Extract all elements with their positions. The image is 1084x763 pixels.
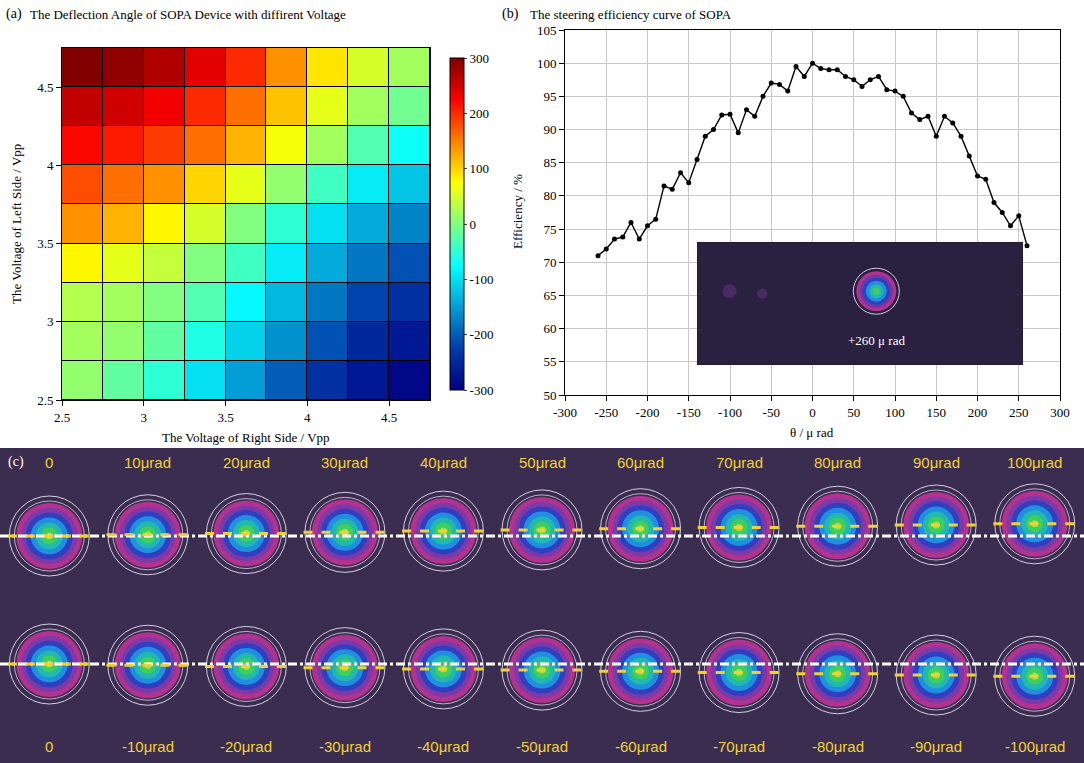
svg-text:-100: -100	[718, 405, 742, 420]
svg-text:The Voltage of Right Side / Vp: The Voltage of Right Side / Vpp	[162, 430, 330, 445]
svg-text:300: 300	[470, 51, 490, 66]
svg-text:-70μrad: -70μrad	[713, 738, 765, 755]
svg-text:100: 100	[885, 405, 905, 420]
svg-text:2.5: 2.5	[54, 410, 70, 425]
svg-text:50: 50	[847, 405, 860, 420]
svg-text:95: 95	[543, 89, 556, 104]
svg-text:-250: -250	[594, 405, 618, 420]
svg-text:100: 100	[470, 161, 490, 176]
svg-text:-60μrad: -60μrad	[615, 738, 667, 755]
svg-text:-90μrad: -90μrad	[910, 738, 962, 755]
svg-text:(b): (b)	[502, 6, 519, 22]
svg-text:50: 50	[543, 388, 556, 403]
svg-text:40μrad: 40μrad	[420, 454, 467, 471]
svg-text:-10μrad: -10μrad	[122, 738, 174, 755]
svg-text:100μrad: 100μrad	[1007, 454, 1062, 471]
svg-text:50μrad: 50μrad	[519, 454, 566, 471]
svg-text:100: 100	[537, 56, 557, 71]
svg-text:4: 4	[304, 410, 311, 425]
svg-text:75: 75	[543, 222, 556, 237]
svg-text:70: 70	[543, 255, 556, 270]
svg-text:60μrad: 60μrad	[617, 454, 664, 471]
svg-text:55: 55	[543, 354, 556, 369]
svg-text:0: 0	[470, 217, 477, 232]
svg-text:The Deflection Angle of SOPA D: The Deflection Angle of SOPA Device with…	[30, 7, 346, 22]
svg-text:200: 200	[470, 106, 490, 121]
svg-text:65: 65	[543, 288, 556, 303]
svg-text:20μrad: 20μrad	[223, 454, 270, 471]
svg-text:-100: -100	[470, 272, 494, 287]
svg-text:300: 300	[1050, 405, 1070, 420]
svg-text:70μrad: 70μrad	[716, 454, 763, 471]
svg-text:-40μrad: -40μrad	[417, 738, 469, 755]
svg-text:-100μrad: -100μrad	[1005, 738, 1065, 755]
svg-text:3.5: 3.5	[37, 236, 53, 251]
svg-text:θ / μ rad: θ / μ rad	[790, 425, 834, 440]
svg-text:80μrad: 80μrad	[814, 454, 861, 471]
svg-text:-200: -200	[470, 327, 494, 342]
svg-text:250: 250	[1009, 405, 1029, 420]
svg-text:80: 80	[543, 188, 556, 203]
svg-text:90: 90	[543, 122, 556, 137]
svg-text:-300: -300	[470, 383, 494, 398]
svg-text:-50μrad: -50μrad	[516, 738, 568, 755]
svg-text:(a): (a)	[6, 6, 22, 22]
svg-text:-50: -50	[763, 405, 780, 420]
svg-text:85: 85	[543, 155, 556, 170]
svg-text:0: 0	[45, 738, 53, 755]
svg-text:-150: -150	[677, 405, 701, 420]
svg-text:3: 3	[141, 410, 148, 425]
svg-text:3: 3	[47, 314, 54, 329]
svg-text:30μrad: 30μrad	[321, 454, 368, 471]
svg-text:Efficiency / %: Efficiency / %	[510, 174, 525, 249]
svg-text:150: 150	[927, 405, 947, 420]
svg-text:2.5: 2.5	[37, 393, 53, 408]
svg-text:90μrad: 90μrad	[913, 454, 960, 471]
svg-text:The steering efficiency curve: The steering efficiency curve of SOPA	[530, 7, 732, 22]
svg-text:+260 μ rad: +260 μ rad	[848, 333, 905, 348]
svg-text:3.5: 3.5	[217, 410, 233, 425]
svg-text:4: 4	[47, 158, 54, 173]
svg-text:(c): (c)	[8, 454, 24, 470]
svg-text:0: 0	[45, 454, 53, 471]
svg-text:-200: -200	[636, 405, 660, 420]
svg-text:10μrad: 10μrad	[124, 454, 171, 471]
svg-text:-30μrad: -30μrad	[319, 738, 371, 755]
svg-text:4.5: 4.5	[37, 80, 53, 95]
svg-text:60: 60	[543, 321, 556, 336]
svg-text:The Voltage of Left Side / Vpp: The Voltage of Left Side / Vpp	[9, 144, 24, 304]
svg-text:0: 0	[809, 405, 816, 420]
svg-text:-20μrad: -20μrad	[220, 738, 272, 755]
svg-text:-300: -300	[553, 405, 577, 420]
svg-text:105: 105	[537, 23, 557, 38]
svg-text:-80μrad: -80μrad	[812, 738, 864, 755]
svg-text:200: 200	[968, 405, 988, 420]
svg-text:4.5: 4.5	[381, 410, 397, 425]
